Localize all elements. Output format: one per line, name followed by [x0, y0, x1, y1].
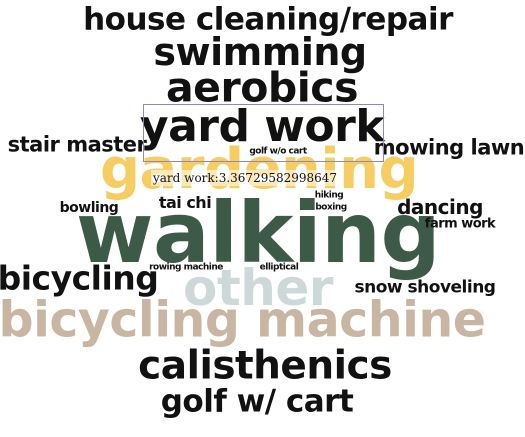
word-gardening[interactable]: gardening: [100, 142, 419, 198]
word-bicycling[interactable]: bicycling: [0, 258, 159, 298]
word-golf-wo-cart[interactable]: golf w/o cart: [249, 146, 307, 157]
word-rowing-machine[interactable]: rowing machine: [149, 262, 223, 273]
word-aerobics[interactable]: aerobics: [166, 63, 358, 112]
word-hover-highlight: [143, 104, 384, 162]
word-snow-shoveling[interactable]: snow shoveling: [354, 277, 496, 298]
word-tai-chi[interactable]: tai chi: [158, 193, 212, 212]
word-bowling[interactable]: bowling: [59, 200, 119, 216]
word-yard-work[interactable]: yard work: [139, 101, 385, 152]
word-walking[interactable]: walking: [75, 184, 441, 282]
word-elliptical[interactable]: elliptical: [259, 262, 299, 273]
word-house-cleaning-repair[interactable]: house cleaning/repair: [83, 1, 453, 38]
word-swimming[interactable]: swimming: [153, 30, 367, 74]
value-tooltip: yard work:3.36729582998647: [151, 170, 340, 186]
word-boxing[interactable]: boxing: [315, 202, 347, 213]
word-mowing-lawn[interactable]: mowing lawn: [373, 135, 525, 160]
word-dancing[interactable]: dancing: [397, 195, 483, 219]
word-stair-master[interactable]: stair master: [7, 132, 147, 157]
word-hiking[interactable]: hiking: [314, 190, 344, 201]
word-farm-work[interactable]: farm work: [424, 216, 496, 232]
word-other[interactable]: other: [183, 259, 333, 317]
word-golf-w-cart[interactable]: golf w/ cart: [160, 383, 354, 420]
word-bicycling-machine[interactable]: bicycling machine: [0, 291, 486, 349]
word-calisthenics[interactable]: calisthenics: [138, 343, 392, 389]
